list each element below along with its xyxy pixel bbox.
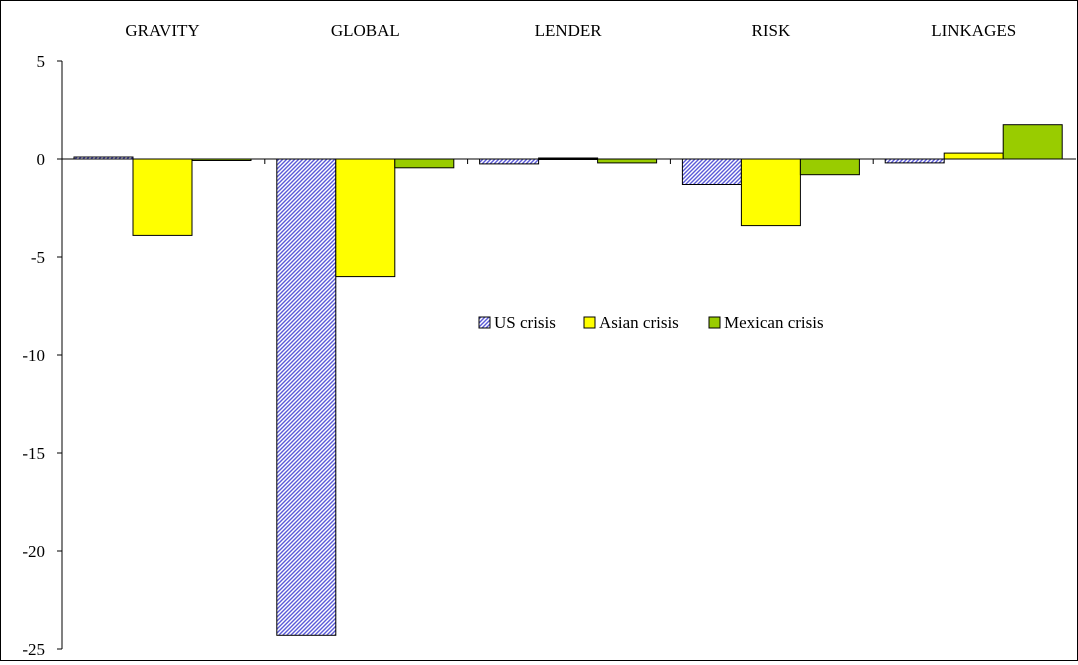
category-label-global: GLOBAL xyxy=(331,21,400,40)
bar-global-asian-crisis xyxy=(335,158,396,278)
bar-risk-mexican-crisis xyxy=(799,158,860,176)
legend-label-us-crisis: US crisis xyxy=(494,313,556,332)
bar-risk-asian-crisis xyxy=(740,158,801,227)
category-label-gravity: GRAVITY xyxy=(125,21,199,40)
bars-layer xyxy=(73,124,1063,636)
y-tick-label: -10 xyxy=(22,346,45,365)
y-tick-label: -20 xyxy=(22,542,45,561)
bar-risk-us-crisis xyxy=(681,158,742,185)
bar-linkages-asian-crisis xyxy=(943,152,1004,160)
bar-linkages-mexican-crisis xyxy=(1002,124,1063,160)
category-label-linkages: LINKAGES xyxy=(931,21,1016,40)
legend-swatch-us-crisis xyxy=(478,316,491,329)
bar-global-us-crisis xyxy=(276,158,337,636)
axis-layer xyxy=(57,60,1076,650)
legend-label-asian-crisis: Asian crisis xyxy=(599,313,679,332)
y-tick-label: 0 xyxy=(37,150,46,169)
legend-swatch-mexican-crisis xyxy=(708,316,721,329)
y-tick-label: -15 xyxy=(22,444,45,463)
category-label-lender: LENDER xyxy=(535,21,603,40)
category-label-risk: RISK xyxy=(752,21,791,40)
legend-label-mexican-crisis: Mexican crisis xyxy=(724,313,824,332)
legend: US crisis Asian crisis Mexican crisis xyxy=(478,313,824,332)
legend-swatch-asian-crisis xyxy=(583,316,596,329)
y-tick-label: 5 xyxy=(37,52,46,71)
bar-gravity-asian-crisis xyxy=(132,158,193,236)
bar-linkages-us-crisis xyxy=(884,158,945,164)
labels-layer: 5 0 -5 -10 -15 -20 -25 GRAVITY GLOBAL LENDER RISK L… xyxy=(22,21,1016,659)
bar-lender-us-crisis xyxy=(479,158,540,165)
y-tick-label: -25 xyxy=(22,640,45,659)
y-tick-label: -5 xyxy=(31,248,45,267)
bar-global-mexican-crisis xyxy=(394,158,455,169)
bar-lender-mexican-crisis xyxy=(597,158,658,164)
